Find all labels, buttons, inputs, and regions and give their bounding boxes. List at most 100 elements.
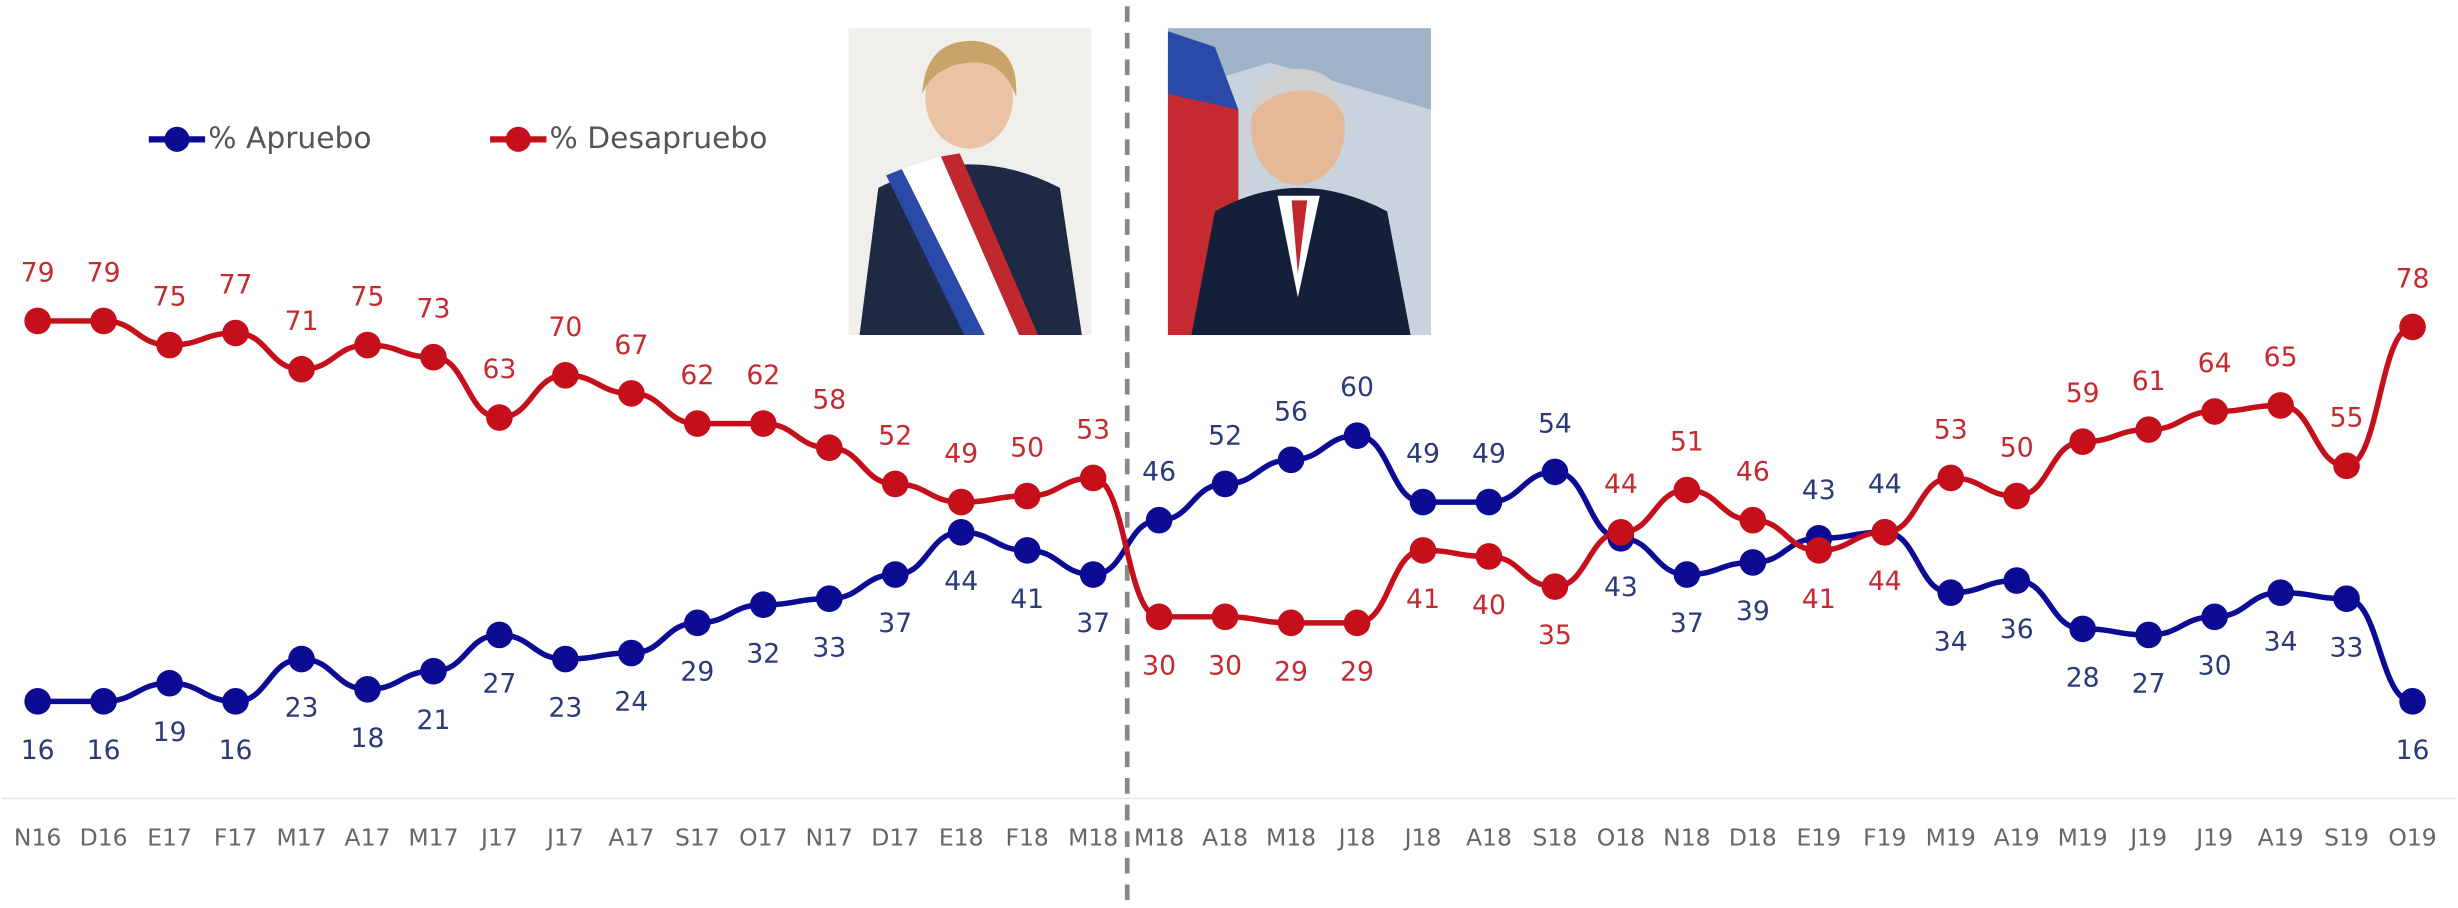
data-point (881, 561, 909, 588)
data-point (420, 657, 447, 685)
data-label: 44 (1868, 566, 1902, 597)
data-point (156, 669, 183, 697)
data-point (1079, 561, 1107, 588)
data-label: 44 (944, 566, 978, 597)
data-label: 79 (87, 257, 121, 288)
x-tick-label: J19 (2128, 824, 2167, 852)
data-point (90, 307, 117, 335)
x-tick-label: A18 (1202, 824, 1248, 852)
data-label: 34 (2264, 626, 2298, 657)
data-label: 46 (1736, 457, 1770, 488)
data-label: 62 (746, 360, 780, 391)
data-label: 60 (1340, 372, 1374, 403)
data-label: 29 (1274, 656, 1308, 687)
data-label: 79 (21, 257, 55, 288)
data-label: 27 (482, 669, 516, 700)
data-point (1937, 579, 1965, 606)
photo-right (1167, 28, 1431, 336)
data-point (1673, 561, 1701, 588)
data-point (2267, 579, 2294, 606)
data-point (947, 488, 975, 516)
data-label: 78 (2396, 264, 2430, 295)
data-label: 71 (285, 306, 319, 337)
data-point (354, 675, 381, 703)
data-point (24, 688, 51, 715)
data-point (1079, 464, 1107, 492)
x-tick-label: M18 (1266, 824, 1316, 852)
x-tick-label: M18 (1134, 824, 1184, 852)
data-point (2069, 428, 2096, 456)
data-point (288, 645, 315, 673)
data-point (1409, 537, 1437, 564)
data-point (881, 470, 909, 498)
data-point (947, 518, 975, 546)
x-tick-label: A19 (1994, 824, 2040, 852)
data-label: 41 (1010, 584, 1044, 615)
x-tick-label: M17 (408, 824, 458, 852)
data-point (1013, 537, 1041, 564)
data-point (2069, 615, 2096, 643)
data-point (618, 639, 645, 667)
x-tick-label: M17 (276, 824, 326, 852)
x-tick-label: D16 (80, 824, 128, 852)
data-label: 41 (1406, 584, 1440, 615)
x-tick-label: N17 (806, 824, 853, 852)
data-point (354, 331, 381, 359)
data-label: 58 (812, 384, 846, 415)
data-label: 33 (812, 632, 846, 663)
x-tick-label: E19 (1796, 824, 1841, 852)
data-label: 53 (1934, 414, 1968, 445)
data-label: 21 (417, 705, 451, 736)
data-label: 64 (2198, 348, 2232, 379)
data-point (1673, 476, 1701, 504)
data-label: 28 (2066, 662, 2100, 693)
data-point (486, 404, 513, 431)
x-tick-label: S17 (675, 824, 720, 852)
data-point (1343, 422, 1371, 449)
legend-marker (505, 126, 531, 152)
data-point (2003, 567, 2031, 594)
data-point (1343, 609, 1371, 637)
data-point (2135, 621, 2162, 649)
x-tick-label: E18 (939, 824, 984, 852)
data-label: 63 (482, 354, 516, 385)
data-label: 16 (2396, 735, 2430, 766)
x-tick-label: E17 (147, 824, 192, 852)
data-point (749, 591, 777, 619)
legend-label: % Desapruebo (550, 121, 768, 156)
data-label: 49 (944, 439, 978, 470)
data-label: 55 (2330, 402, 2364, 433)
data-point (1211, 603, 1239, 631)
data-label: 59 (2066, 378, 2100, 409)
data-label: 30 (1142, 650, 1176, 681)
x-tick-label: J18 (1403, 824, 1442, 852)
data-point (1541, 458, 1569, 486)
data-point (90, 688, 117, 715)
x-tick-label: S19 (2324, 824, 2369, 852)
data-label: 16 (219, 735, 253, 766)
data-point (1607, 518, 1635, 546)
data-label: 67 (614, 330, 648, 361)
data-label: 29 (680, 656, 714, 687)
data-label: 37 (1076, 608, 1110, 639)
data-point (486, 621, 513, 649)
data-label: 50 (2000, 433, 2034, 464)
data-point (684, 609, 711, 637)
x-tick-label: A19 (2258, 824, 2304, 852)
data-point (2003, 482, 2031, 510)
data-point (1475, 488, 1503, 516)
data-label: 53 (1076, 414, 1110, 445)
data-label: 61 (2132, 366, 2166, 397)
data-point (684, 410, 711, 437)
data-label: 30 (2198, 650, 2232, 681)
x-tick-label: M18 (1068, 824, 1118, 852)
data-label: 50 (1010, 433, 1044, 464)
data-point (552, 361, 579, 389)
data-label: 75 (351, 282, 385, 313)
x-tick-label: F18 (1005, 824, 1048, 852)
data-point (1277, 609, 1305, 637)
data-label: 23 (548, 693, 582, 724)
x-tick-label: M19 (2058, 824, 2108, 852)
data-point (2201, 398, 2228, 425)
